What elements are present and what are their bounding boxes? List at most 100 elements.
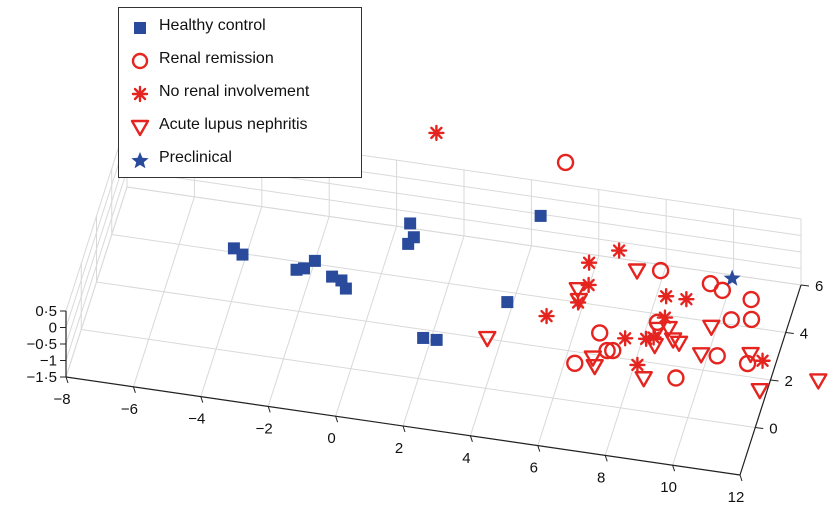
point-acute-lupus-nephritis [659,320,678,338]
point-no-renal-involvement [616,330,634,347]
point-acute-lupus-nephritis [648,321,667,339]
point-renal-remission [667,369,685,387]
gridline [81,329,756,428]
gridline [96,281,771,381]
point-healthy-control [402,237,415,250]
point-acute-lupus-nephritis [634,371,653,388]
x-tick-label: 8 [597,469,605,486]
point-acute-lupus-nephritis [569,292,589,310]
x-tick [469,435,473,442]
point-acute-lupus-nephritis [691,347,711,364]
legend-label: Healthy control [159,17,266,34]
legend-item-acute-lupus-nephritis: Acute lupus nephritis [119,115,361,137]
point-healthy-control [298,262,311,275]
gridline [65,137,128,328]
z-tick-label: −0·5 [27,336,57,353]
point-no-renal-involvement [580,254,598,271]
z-tick-label: −1·5 [27,369,57,386]
legend: Healthy control Renal remission No renal… [118,7,362,178]
asterisk-icon [131,85,149,103]
point-healthy-control [236,248,249,261]
open-circle-icon [131,52,149,70]
point-no-renal-involvement [629,356,646,374]
gridline [111,234,786,333]
x-tick [65,376,69,384]
point-renal-remission [713,281,732,300]
x-tick-label: −2 [256,420,273,437]
x-tick [672,465,676,472]
x-tick-label: −6 [121,401,138,418]
x-tick-label: 6 [530,460,538,477]
point-no-renal-involvement [754,352,771,369]
x-tick [200,396,204,403]
y-tick-label: 6 [815,278,823,295]
point-renal-remission [722,311,740,329]
point-acute-lupus-nephritis [627,263,647,280]
point-healthy-control [308,254,321,267]
point-no-renal-involvement [657,288,675,305]
point-renal-remission [566,354,584,372]
point-healthy-control [430,333,443,346]
y-tick [770,379,779,382]
x-tick-label: 10 [660,479,677,496]
point-healthy-control [339,282,352,295]
x-tick [739,474,743,482]
point-healthy-control [326,270,339,283]
x-tick-label: 4 [462,450,470,467]
x-tick [537,445,541,452]
x-tick-label: 12 [728,489,745,506]
point-acute-lupus-nephritis [741,346,760,364]
point-renal-remission [708,347,726,365]
point-no-renal-involvement [538,307,555,325]
point-acute-lupus-nephritis [478,330,497,348]
gridline [65,170,128,361]
point-acute-lupus-nephritis [809,373,828,390]
point-preclinical [723,269,741,286]
z-tick-label: 0·5 [35,303,57,320]
point-acute-lupus-nephritis [669,335,689,353]
x-tick-label: 0 [327,430,335,447]
x-tick [132,386,136,393]
filled-star-icon [131,152,149,169]
gridline [65,153,128,345]
legend-label: No renal involvement [159,83,310,100]
legend-item-renal-remission: Renal remission [119,49,361,71]
z-tick-label: −1 [40,353,57,370]
legend-label: Acute lupus nephritis [159,116,308,133]
gridline [65,120,128,312]
x-tick [267,406,271,413]
x-tick-label: 2 [395,440,403,457]
point-no-renal-involvement [428,124,445,142]
legend-item-preclinical: Preclinical [119,148,361,170]
point-healthy-control [501,296,514,309]
axes-grid [60,120,810,482]
point-acute-lupus-nephritis [585,358,604,376]
point-acute-lupus-nephritis [568,281,587,299]
point-acute-lupus-nephritis [645,337,664,355]
y-tick [785,332,794,334]
point-renal-remission [604,341,622,360]
gridline [126,186,802,286]
gridline [126,170,802,269]
y-tick [800,284,810,287]
legend-item-healthy-control: Healthy control [119,16,361,38]
y-tick-label: 0 [769,421,777,438]
x-tick [402,425,406,433]
y-tick-label: 2 [785,373,793,390]
legend-label: Preclinical [159,149,232,166]
filled-square-icon [134,22,146,34]
point-healthy-control [417,331,430,344]
point-acute-lupus-nephritis [663,332,683,349]
data-points [150,124,828,400]
x-tick-label: −8 [53,391,70,408]
point-renal-remission [651,261,670,280]
point-no-renal-involvement [678,290,695,308]
point-renal-remission [591,324,609,342]
y-tick-label: 4 [800,326,808,343]
point-healthy-control [534,209,547,222]
x-tick [335,416,339,423]
point-renal-remission [556,153,575,172]
point-renal-remission [742,290,760,309]
